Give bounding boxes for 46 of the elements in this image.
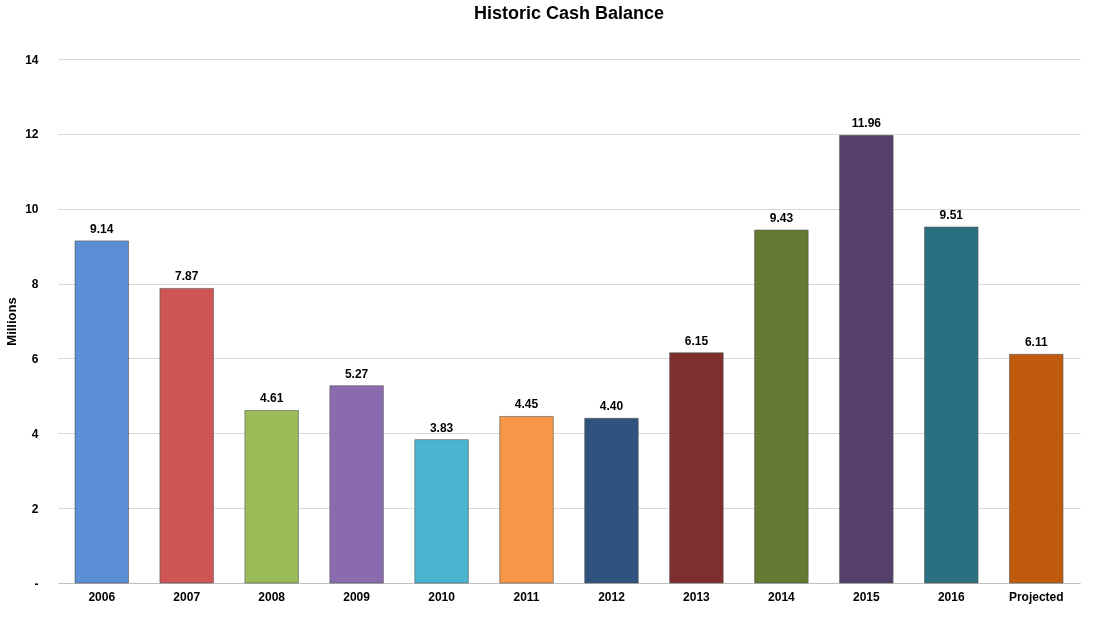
x-tick-label: 2016 xyxy=(937,589,965,604)
data-label: 5.27 xyxy=(344,366,369,381)
y-axis-title: Millions xyxy=(4,297,20,346)
y-tick-label: 14 xyxy=(25,52,39,67)
bar xyxy=(669,352,724,584)
y-tick-label: 8 xyxy=(31,277,39,292)
y-tick-label: - xyxy=(34,576,39,591)
bar xyxy=(499,416,554,584)
bar xyxy=(244,410,299,584)
x-tick-label: 2012 xyxy=(598,589,626,604)
y-tick-label: 2 xyxy=(31,501,39,516)
bar xyxy=(74,240,129,584)
bar xyxy=(839,135,894,584)
y-tick-label: 4 xyxy=(31,426,39,441)
y-tick-label: 12 xyxy=(25,127,39,142)
x-tick-label: 2014 xyxy=(768,589,796,604)
data-label: 9.14 xyxy=(90,221,114,236)
x-tick-label: Projected xyxy=(1008,589,1064,604)
x-tick-label: 2015 xyxy=(852,589,881,604)
data-label: 4.45 xyxy=(514,397,539,412)
y-tick-label: 10 xyxy=(25,202,39,217)
data-label: 3.83 xyxy=(429,420,454,435)
x-tick-label: 2009 xyxy=(343,589,371,604)
data-label: 4.61 xyxy=(259,391,284,406)
x-tick-label: 2006 xyxy=(88,589,116,604)
data-label: 11.96 xyxy=(851,116,882,131)
bar xyxy=(414,439,469,584)
bar xyxy=(584,418,639,584)
data-label: 6.11 xyxy=(1024,335,1048,350)
bar xyxy=(329,385,384,584)
bar xyxy=(924,226,979,584)
data-label: 4.40 xyxy=(599,399,624,414)
x-tick-label: 2010 xyxy=(428,589,456,604)
data-label: 6.15 xyxy=(684,333,709,348)
x-tick-label: 2007 xyxy=(173,589,201,604)
data-label: 9.43 xyxy=(769,211,794,226)
bar xyxy=(754,229,809,584)
bar xyxy=(159,288,214,584)
x-tick-label: 2011 xyxy=(513,589,540,604)
x-tick-label: 2013 xyxy=(683,589,711,604)
x-tick-label: 2008 xyxy=(258,589,286,604)
bar xyxy=(1009,354,1064,584)
y-tick-label: 6 xyxy=(31,351,39,366)
chart-title: Historic Cash Balance xyxy=(473,3,665,23)
data-label: 9.51 xyxy=(939,208,964,223)
data-label: 7.87 xyxy=(175,269,199,284)
